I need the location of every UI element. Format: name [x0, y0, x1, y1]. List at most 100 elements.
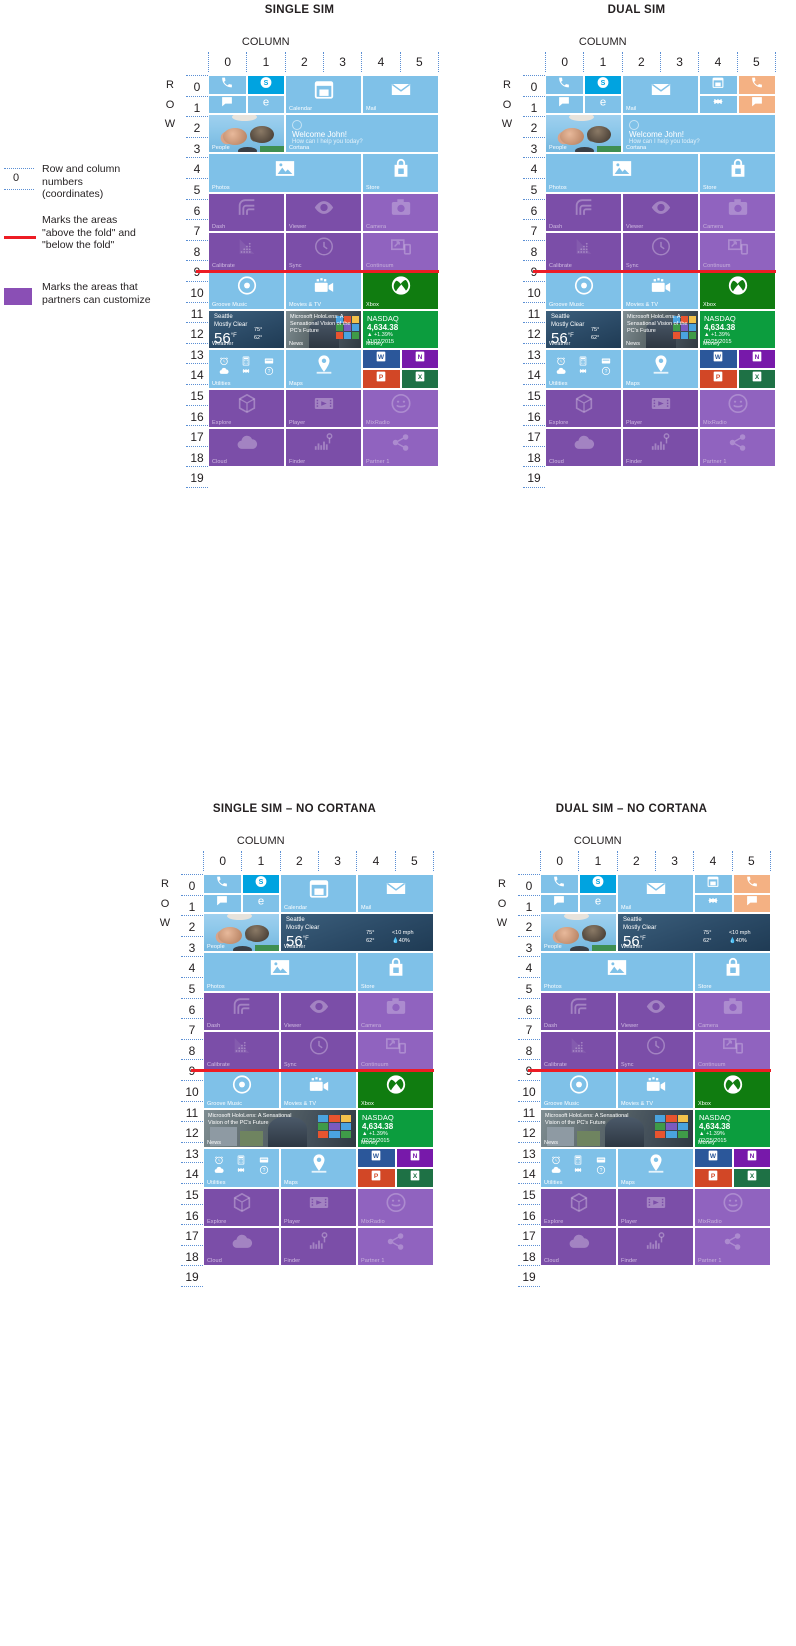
tile-groove-music[interactable]: Groove Music: [546, 272, 621, 310]
tile-word[interactable]: W: [700, 350, 737, 368]
tile-powerpoint[interactable]: P: [695, 1169, 732, 1187]
tile-viewer[interactable]: Viewer: [618, 992, 693, 1030]
tile-viewer[interactable]: Viewer: [286, 193, 361, 231]
tile-movies-tv[interactable]: Movies & TV: [286, 272, 361, 310]
tile-cloud[interactable]: Cloud: [204, 1227, 279, 1265]
tile-explore[interactable]: Explore: [204, 1188, 279, 1226]
tile-weather[interactable]: Seattle Mostly Clear 56°F 75° 62° Weather: [209, 311, 284, 349]
tile-messaging-sim2[interactable]: [733, 894, 770, 913]
tile-calibrate[interactable]: Calibrate: [209, 232, 284, 270]
tile-people[interactable]: People: [546, 115, 621, 153]
tile-dash[interactable]: Dash: [541, 992, 616, 1030]
tile-continuum[interactable]: Continuum: [358, 1031, 433, 1069]
tile-player[interactable]: Player: [286, 389, 361, 427]
tile-edge[interactable]: e: [579, 894, 616, 913]
tile-dash[interactable]: Dash: [546, 193, 621, 231]
tile-store[interactable]: Store: [700, 154, 775, 192]
tile-mixradio[interactable]: MixRadio: [700, 389, 775, 427]
tile-partner-app[interactable]: Partner 1: [695, 1227, 770, 1265]
tile-phone-sim2[interactable]: [738, 76, 775, 94]
tile-calendar[interactable]: Calendar: [286, 76, 361, 114]
tile-maps[interactable]: Maps: [281, 1149, 356, 1187]
tile-phone[interactable]: [546, 76, 583, 94]
tile-settings[interactable]: [700, 95, 737, 114]
tile-skype[interactable]: S: [579, 875, 616, 893]
tile-onenote[interactable]: N: [738, 350, 775, 368]
tile-xbox[interactable]: Xbox: [363, 272, 438, 310]
tile-mail[interactable]: Mail: [618, 875, 693, 913]
tile-mail[interactable]: Mail: [358, 875, 433, 913]
tile-player[interactable]: Player: [623, 389, 698, 427]
tile-photos[interactable]: Photos: [541, 953, 693, 991]
tile-finder[interactable]: Finder: [623, 428, 698, 466]
tile-mail[interactable]: Mail: [363, 76, 438, 114]
tile-sync[interactable]: Sync: [618, 1031, 693, 1069]
tile-partner-app[interactable]: Partner 1: [358, 1227, 433, 1265]
tile-mixradio[interactable]: MixRadio: [358, 1188, 433, 1226]
tile-word[interactable]: W: [358, 1149, 395, 1167]
tile-movies-tv[interactable]: Movies & TV: [623, 272, 698, 310]
tile-movies-tv[interactable]: Movies & TV: [281, 1071, 356, 1109]
tile-messaging[interactable]: [546, 95, 583, 114]
tile-store[interactable]: Store: [363, 154, 438, 192]
tile-explore[interactable]: Explore: [209, 389, 284, 427]
tile-weather-wide[interactable]: Seattle Mostly Clear 56°F 75° 62° <10 mph 💧40%…: [618, 914, 770, 952]
tile-store[interactable]: Store: [695, 953, 770, 991]
tile-camera[interactable]: Camera: [700, 193, 775, 231]
tile-photos[interactable]: Photos: [204, 953, 356, 991]
tile-sync[interactable]: Sync: [286, 232, 361, 270]
tile-edge[interactable]: e: [242, 894, 279, 913]
tile-money[interactable]: NASDAQ 4,634.38 ▲ +1.39% 02/25/2015 Money: [700, 311, 775, 349]
tile-skype[interactable]: S: [584, 76, 621, 94]
tile-cortana[interactable]: Welcome John! How can I help you today? Co…: [623, 115, 775, 153]
tile-groove-music[interactable]: Groove Music: [209, 272, 284, 310]
tile-news-wide[interactable]: Microsoft HoloLens: A Sensational Vision…: [541, 1110, 693, 1148]
tile-news-wide[interactable]: Microsoft HoloLens: A Sensational Vision…: [204, 1110, 356, 1148]
tile-continuum[interactable]: Continuum: [363, 232, 438, 270]
tile-settings[interactable]: [695, 894, 732, 913]
tile-sync[interactable]: Sync: [623, 232, 698, 270]
tile-utilities[interactable]: ? Utilities: [204, 1149, 279, 1187]
tile-money[interactable]: NASDAQ 4,634.38 ▲ +1.39% 02/25/2015 Money: [358, 1110, 433, 1148]
tile-viewer[interactable]: Viewer: [623, 193, 698, 231]
tile-mixradio[interactable]: MixRadio: [363, 389, 438, 427]
tile-money[interactable]: NASDAQ 4,634.38 ▲ +1.39% 02/25/2015 Money: [695, 1110, 770, 1148]
tile-explore[interactable]: Explore: [546, 389, 621, 427]
tile-people[interactable]: People: [204, 914, 279, 952]
tile-money[interactable]: NASDAQ 4,634.38 ▲ +1.39% 11/02/2015 Money: [363, 311, 438, 349]
tile-xbox[interactable]: Xbox: [695, 1071, 770, 1109]
tile-calibrate[interactable]: Calibrate: [204, 1031, 279, 1069]
tile-movies-tv[interactable]: Movies & TV: [618, 1071, 693, 1109]
tile-phone[interactable]: [204, 875, 241, 893]
tile-groove-music[interactable]: Groove Music: [541, 1071, 616, 1109]
tile-skype[interactable]: S: [242, 875, 279, 893]
tile-cloud[interactable]: Cloud: [546, 428, 621, 466]
tile-edge[interactable]: e: [247, 95, 284, 114]
tile-sync[interactable]: Sync: [281, 1031, 356, 1069]
tile-people[interactable]: People: [541, 914, 616, 952]
tile-mail[interactable]: Mail: [623, 76, 698, 114]
tile-onenote[interactable]: N: [401, 350, 438, 368]
tile-camera[interactable]: Camera: [363, 193, 438, 231]
tile-edge[interactable]: e: [584, 95, 621, 114]
tile-word[interactable]: W: [363, 350, 400, 368]
tile-dash[interactable]: Dash: [209, 193, 284, 231]
tile-camera[interactable]: Camera: [695, 992, 770, 1030]
tile-phone[interactable]: [541, 875, 578, 893]
tile-xbox[interactable]: Xbox: [358, 1071, 433, 1109]
tile-phone[interactable]: [209, 76, 246, 94]
tile-finder[interactable]: Finder: [286, 428, 361, 466]
tile-cloud[interactable]: Cloud: [541, 1227, 616, 1265]
tile-excel[interactable]: X: [733, 1169, 770, 1187]
tile-onenote[interactable]: N: [396, 1149, 433, 1167]
tile-excel[interactable]: X: [401, 370, 438, 388]
tile-powerpoint[interactable]: P: [363, 370, 400, 388]
tile-weather-wide[interactable]: Seattle Mostly Clear 56°F 75° 62° <10 mph 💧40%…: [281, 914, 433, 952]
tile-excel[interactable]: X: [738, 370, 775, 388]
tile-partner-app[interactable]: Partner 1: [363, 428, 438, 466]
tile-onenote[interactable]: N: [733, 1149, 770, 1167]
tile-continuum[interactable]: Continuum: [695, 1031, 770, 1069]
tile-mixradio[interactable]: MixRadio: [695, 1188, 770, 1226]
tile-utilities[interactable]: ? Utilities: [546, 350, 621, 388]
tile-groove-music[interactable]: Groove Music: [204, 1071, 279, 1109]
